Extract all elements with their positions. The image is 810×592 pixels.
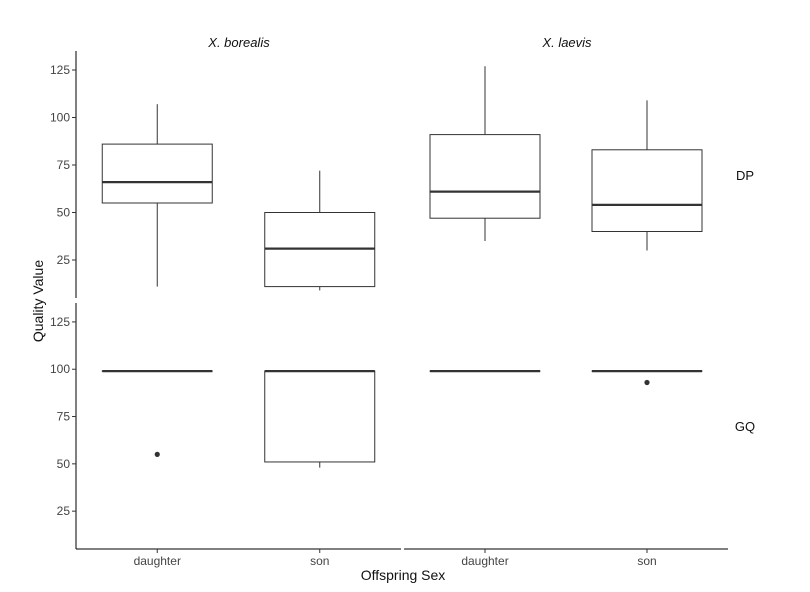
- y-tick-label: 75: [57, 158, 71, 172]
- plot-area: 25 50 75 100 125 25 50 75 100 125 daughter son daugh…: [50, 51, 728, 568]
- box-son-gq: [264, 370, 376, 463]
- y-tick-label: 50: [57, 457, 71, 471]
- column-label-laevis: X. laevis: [541, 35, 592, 50]
- x-tick-label: son: [637, 554, 656, 568]
- y-tick-label: 125: [50, 315, 70, 329]
- column-label-borealis: X. borealis: [207, 35, 270, 50]
- y-tick-label: 25: [57, 253, 71, 267]
- y-tick-label: 50: [57, 206, 71, 220]
- y-axis-title: Quality Value: [30, 260, 46, 342]
- y-tick-label: 75: [57, 410, 71, 424]
- box-daughter-dp: [101, 143, 213, 204]
- x-tick-label: daughter: [134, 554, 181, 568]
- y-tick-label: 25: [57, 504, 71, 518]
- x-tick-label: daughter: [461, 554, 508, 568]
- row-label-dp: DP: [736, 168, 754, 183]
- outlier-point-son-gq: [644, 379, 650, 386]
- box-son-dp: [591, 149, 703, 232]
- y-tick-label: 100: [50, 111, 70, 125]
- outlier-point-daughter-gq: [154, 451, 160, 457]
- y-tick-label: 125: [50, 63, 70, 77]
- x-tick-label: son: [310, 554, 329, 568]
- box-daughter-dp: [429, 134, 541, 219]
- x-axis-title: Offspring Sex: [361, 567, 446, 583]
- y-tick-label: 100: [50, 362, 70, 376]
- row-label-gq: GQ: [735, 419, 755, 434]
